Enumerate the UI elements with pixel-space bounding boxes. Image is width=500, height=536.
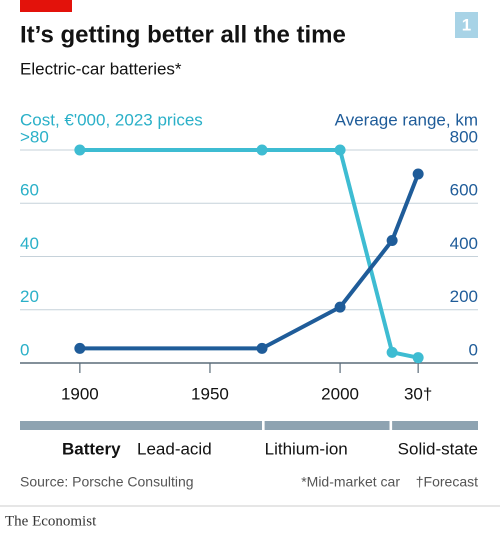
chart-title: It’s getting better all the time (20, 21, 346, 48)
y2-axis-label: Average range, km (335, 110, 478, 129)
y2-tick-label: 400 (450, 234, 478, 253)
source: Source: Porsche Consulting (20, 474, 194, 490)
x-tick-label: 1900 (61, 384, 99, 403)
y-axis-label: Cost, €'000, 2023 prices (20, 110, 203, 129)
point (256, 144, 268, 156)
y-tick-label: 0 (20, 340, 29, 359)
line (79, 148, 419, 360)
badge-box (455, 12, 478, 38)
point (412, 168, 424, 180)
badge: 1 (462, 15, 471, 34)
point (74, 342, 86, 354)
battery-period (392, 421, 478, 430)
battery-type: Solid-state (398, 439, 478, 458)
y2-tick-label: 800 (450, 127, 478, 146)
y-tick-label: 20 (20, 287, 39, 306)
point (386, 235, 398, 247)
y-tick-label: 60 (20, 181, 39, 200)
subtitle: Electric-car batteries* (20, 59, 182, 78)
point (386, 346, 398, 358)
x-tick-label: 2000 (321, 384, 359, 403)
y2-tick-label: 600 (450, 181, 478, 200)
x-tick-label: 1950 (191, 384, 229, 403)
note: *Mid-market car (301, 474, 400, 490)
point (74, 144, 86, 156)
y2-tick-label: 0 (469, 340, 478, 359)
point (334, 144, 346, 156)
y-tick-label: 40 (20, 234, 39, 253)
y2-tick-label: 200 (450, 287, 478, 306)
point (256, 342, 268, 354)
battery-type: Lead-acid (137, 439, 212, 458)
point (412, 352, 424, 364)
battery-period (20, 421, 263, 430)
red-tag (20, 0, 72, 12)
battery-label: Battery (62, 439, 121, 458)
battery-period (264, 421, 390, 430)
battery-type: Lithium-ion (265, 439, 348, 458)
x-tick-label: 30† (404, 384, 432, 403)
brand: The Economist (5, 513, 97, 529)
point (334, 301, 346, 313)
y-tick-label: >80 (20, 127, 49, 146)
note: †Forecast (416, 474, 478, 490)
